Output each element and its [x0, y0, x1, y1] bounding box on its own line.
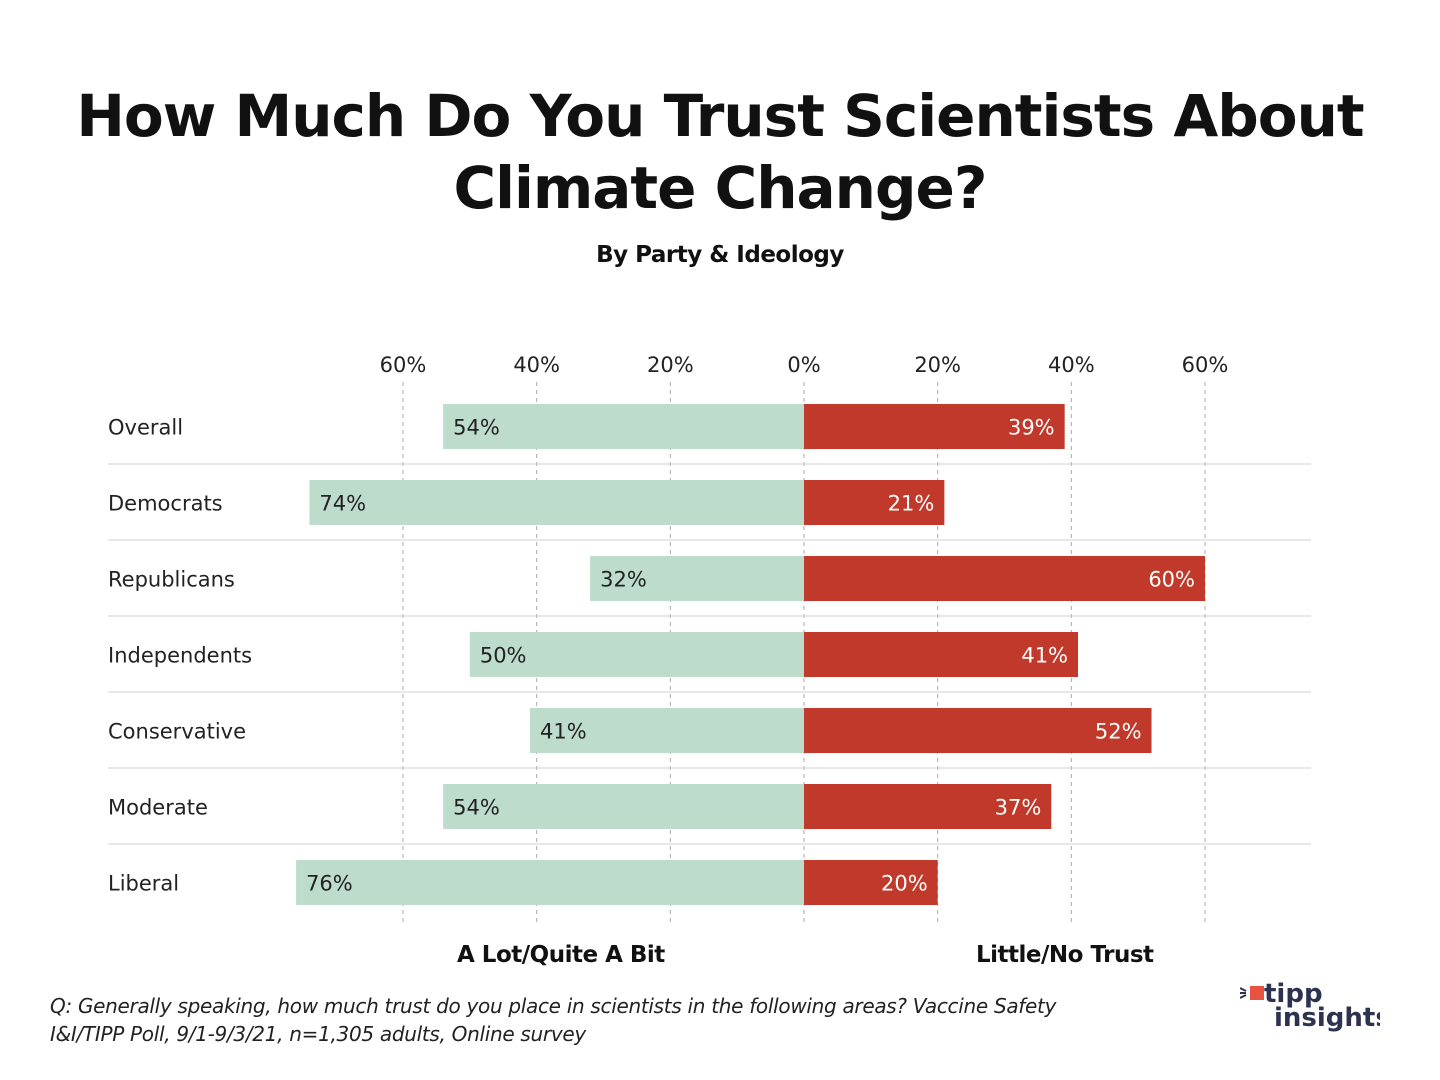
- category-label: Overall: [108, 416, 183, 440]
- bar-no-trust: [804, 632, 1079, 677]
- logo-mark-icon: [1250, 986, 1264, 1000]
- tick-label: 60%: [380, 353, 427, 377]
- tick-label: 40%: [1048, 353, 1095, 377]
- data-label-trust: 41%: [540, 720, 587, 744]
- tick-label: 20%: [914, 353, 961, 377]
- bar-no-trust: [804, 784, 1052, 829]
- data-label-no-trust: 21%: [888, 492, 935, 516]
- logo-text-insights: insights: [1274, 1003, 1380, 1032]
- tick-label: 20%: [647, 353, 694, 377]
- data-label-trust: 32%: [600, 568, 647, 592]
- bar-trust: [443, 404, 804, 449]
- logo-text-tipp: tipp: [1264, 980, 1323, 1009]
- category-label: Democrats: [108, 492, 223, 516]
- tick-label: 60%: [1182, 353, 1229, 377]
- data-label-trust: 74%: [319, 492, 366, 516]
- bar-no-trust: [804, 556, 1205, 601]
- bar-trust: [529, 708, 804, 753]
- category-label: Conservative: [108, 720, 246, 744]
- data-label-trust: 76%: [306, 872, 353, 896]
- bar-trust: [590, 556, 804, 601]
- data-label-no-trust: 52%: [1095, 720, 1142, 744]
- category-label: Independents: [108, 644, 252, 668]
- tipp-insights-logo: tipp insights: [1239, 979, 1391, 1037]
- data-label-no-trust: 20%: [881, 872, 928, 896]
- bar-trust: [469, 632, 804, 677]
- data-label-no-trust: 39%: [1008, 416, 1055, 440]
- category-label: Republicans: [108, 568, 235, 592]
- bar-no-trust: [804, 404, 1065, 449]
- tick-label: 0%: [787, 353, 820, 377]
- footnote-source: I&I/TIPP Poll, 9/1-9/3/21, n=1,305 adult…: [50, 1022, 586, 1046]
- data-label-trust: 50%: [480, 644, 527, 668]
- bar-no-trust: [804, 480, 945, 525]
- bar-trust: [309, 480, 804, 525]
- data-label-trust: 54%: [453, 796, 500, 820]
- bar-no-trust: [804, 708, 1152, 753]
- bar-trust: [296, 860, 804, 905]
- chart-title: How Much Do You Trust Scientists About C…: [76, 82, 1364, 222]
- bar-no-trust: [804, 860, 938, 905]
- data-label-no-trust: 37%: [995, 796, 1042, 820]
- tick-label: 40%: [513, 353, 560, 377]
- data-label-no-trust: 41%: [1021, 644, 1068, 668]
- footnote-question: Q: Generally speaking, how much trust do…: [50, 994, 1057, 1018]
- footnote: Q: Generally speaking, how much trust do…: [50, 992, 1056, 1048]
- bar-trust: [443, 784, 804, 829]
- right-axis-label: Little/No Trust: [976, 942, 1154, 968]
- category-label: Moderate: [108, 796, 208, 820]
- data-label-no-trust: 60%: [1148, 568, 1195, 592]
- data-label-trust: 54%: [453, 416, 500, 440]
- chart-subtitle: By Party & Ideology: [596, 242, 844, 268]
- category-label: Liberal: [108, 872, 179, 896]
- left-axis-label: A Lot/Quite A Bit: [457, 942, 665, 968]
